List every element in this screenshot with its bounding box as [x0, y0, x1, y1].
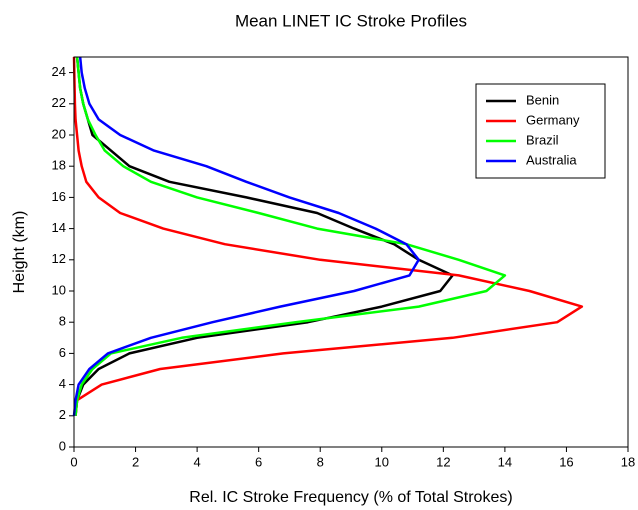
- x-tick-label: 12: [436, 454, 450, 469]
- legend-label: Australia: [526, 152, 577, 167]
- y-tick-label: 0: [59, 438, 66, 453]
- y-tick-label: 20: [52, 126, 66, 141]
- x-tick-label: 18: [621, 454, 635, 469]
- plot-frame: [73, 56, 629, 448]
- x-tick-label: 10: [375, 454, 389, 469]
- y-tick-label: 10: [52, 282, 66, 297]
- x-tick-label: 2: [132, 454, 139, 469]
- x-tick-label: 4: [193, 454, 200, 469]
- y-tick-label: 6: [59, 345, 66, 360]
- x-tick-label: 0: [70, 454, 77, 469]
- x-axis-label: Rel. IC Stroke Frequency (% of Total Str…: [189, 489, 512, 506]
- legend-label: Germany: [526, 112, 580, 127]
- legend-label: Benin: [526, 92, 559, 107]
- y-tick-label: 14: [52, 220, 66, 235]
- y-tick-label: 24: [52, 64, 66, 79]
- x-tick-label: 8: [317, 454, 324, 469]
- y-tick-label: 18: [52, 158, 66, 173]
- y-tick-label: 4: [59, 376, 66, 391]
- legend-label: Brazil: [526, 132, 559, 147]
- series-line: [72, 56, 584, 416]
- x-tick-label: 14: [498, 454, 512, 469]
- chart-title: Mean LINET IC Stroke Profiles: [235, 11, 467, 30]
- y-tick-label: 22: [52, 95, 66, 110]
- series-line: [74, 56, 454, 416]
- y-axis-label: Height (km): [11, 211, 28, 294]
- legend-box: [475, 83, 606, 179]
- series-line: [74, 56, 507, 416]
- y-tick-label: 8: [59, 314, 66, 329]
- y-tick-label: 16: [52, 189, 66, 204]
- y-tick-label: 2: [59, 407, 66, 422]
- y-tick-label: 12: [52, 251, 66, 266]
- series-line: [72, 56, 420, 416]
- x-tick-label: 16: [559, 454, 573, 469]
- x-tick-label: 6: [255, 454, 262, 469]
